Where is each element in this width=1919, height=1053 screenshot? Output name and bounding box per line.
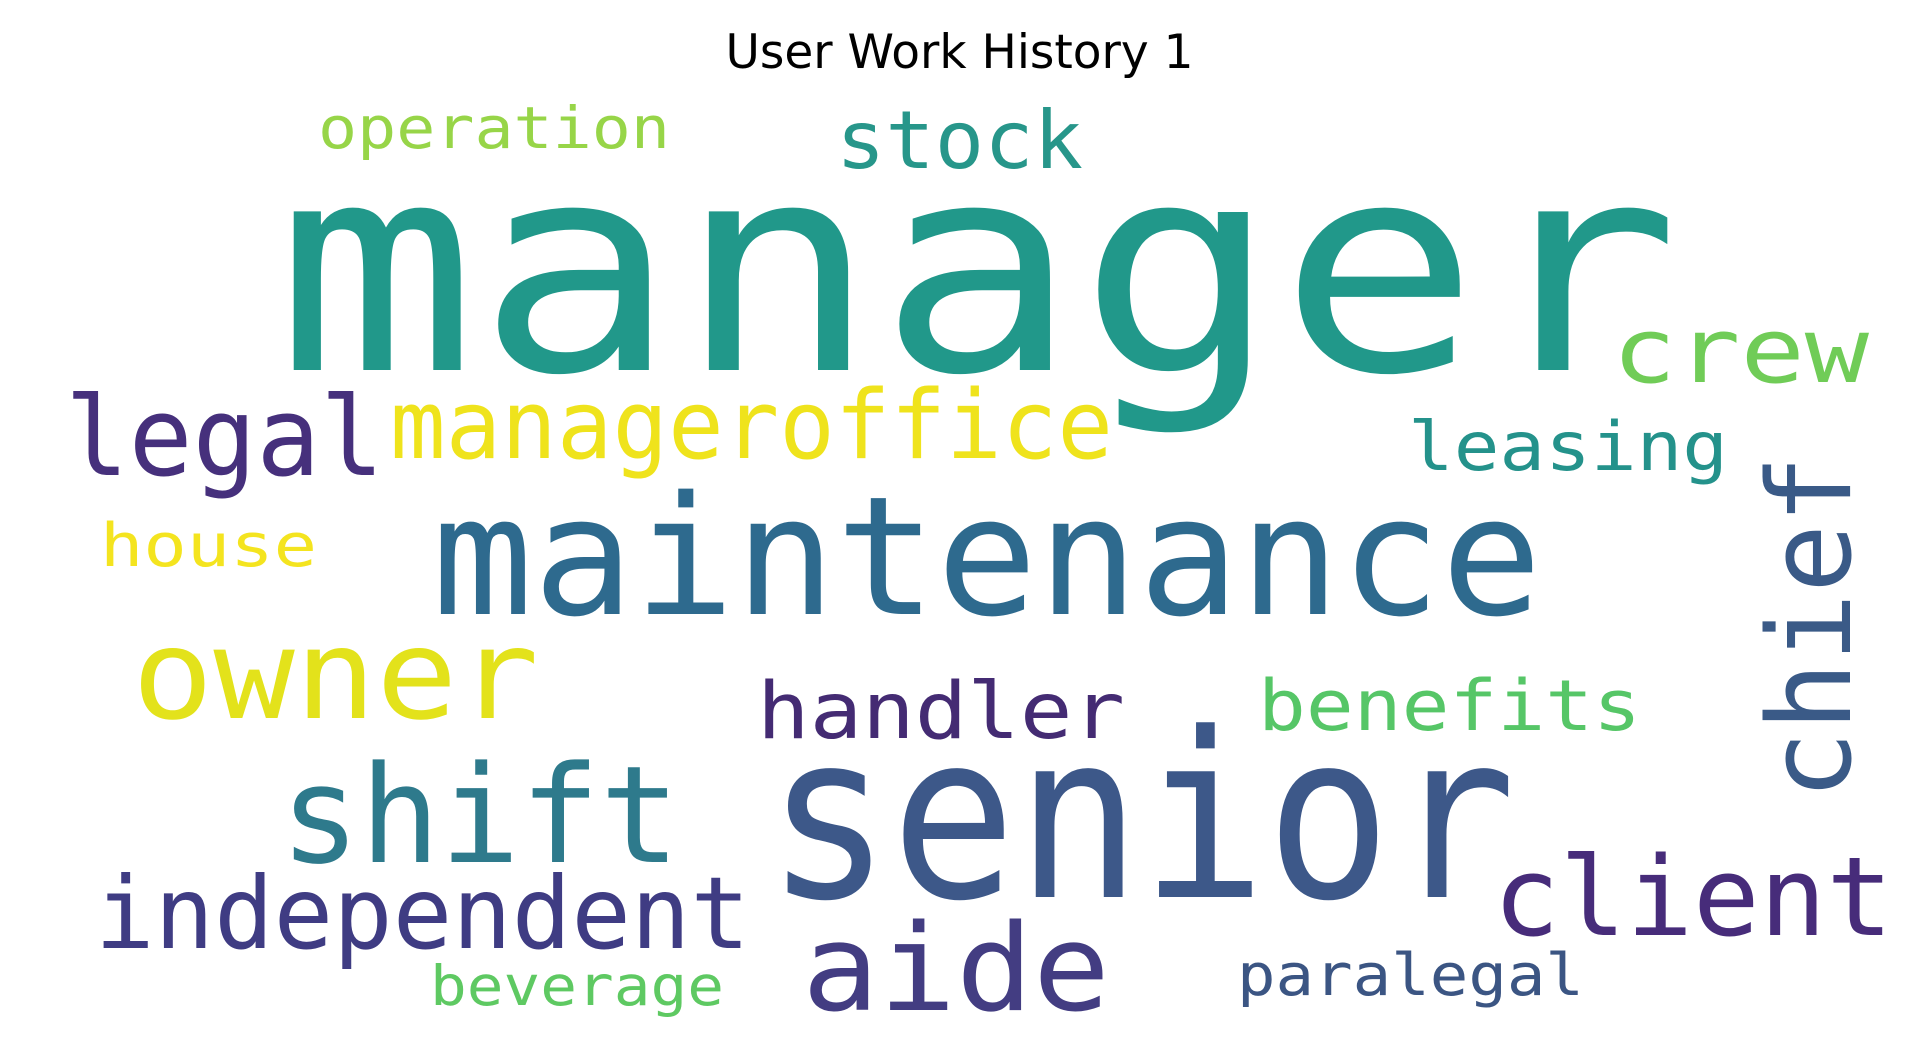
cloud-word-paralegal: paralegal (1237, 941, 1584, 1009)
cloud-word-senior: senior (766, 685, 1516, 952)
cloud-word-manageroffice: manageroffice (390, 371, 1113, 481)
cloud-word-owner: owner (132, 603, 539, 748)
cloud-word-aide: aide (802, 900, 1110, 1039)
cloud-word-handler: handler (757, 667, 1125, 757)
figure-title: User Work History 1 (725, 25, 1194, 80)
cloud-word-maintenance: maintenance (432, 461, 1542, 653)
cloud-word-stock: stock (836, 94, 1083, 187)
cloud-word-leasing: leasing (1408, 408, 1728, 487)
cloud-word-crew: crew (1612, 299, 1870, 404)
cloud-word-shift: shift (280, 737, 680, 894)
cloud-word-operation: operation (318, 94, 670, 162)
cloud-word-beverage: beverage (430, 954, 724, 1018)
cloud-word-independent: independent (95, 855, 750, 972)
cloud-word-legal: legal (65, 373, 384, 501)
cloud-word-house: house (100, 511, 317, 581)
cloud-word-chief: chief (1744, 455, 1878, 800)
cloud-word-benefits: benefits (1258, 665, 1641, 747)
cloud-word-manager: manager (276, 102, 1680, 439)
cloud-word-client: client (1493, 833, 1893, 961)
